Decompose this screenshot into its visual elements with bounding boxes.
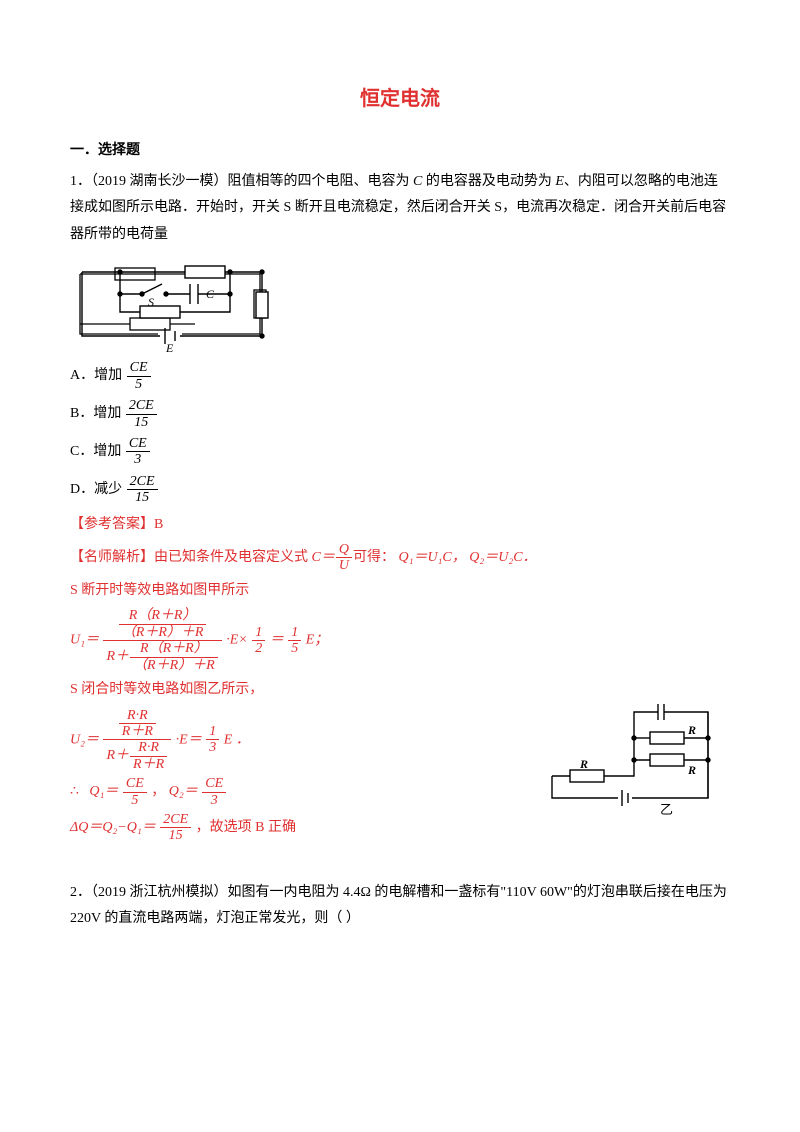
u2-lhs: U₂＝ <box>70 732 99 747</box>
q2v-frac: CE3 <box>202 776 226 808</box>
answer-label: 【参考答案】 <box>70 517 154 532</box>
label-r1: R <box>579 757 588 771</box>
u1-bigfrac: R（R＋R）（R＋R）＋R R＋R（R＋R）（R＋R）＋R <box>103 608 221 673</box>
frac-q-u: QU <box>336 542 352 574</box>
eq-c-eq: C＝ <box>312 550 335 565</box>
u1-res: 15 <box>288 625 301 657</box>
label-s: S <box>148 295 154 309</box>
delta-lhs: ΔQ＝Q₂−Q₁＝ <box>70 820 156 835</box>
q1v-lhs: Q₁＝ <box>89 784 118 799</box>
q1-text-b: 的电容器及电动势为 <box>426 174 552 189</box>
q1-open-note: S 断开时等效电路如图甲所示 <box>70 578 730 605</box>
label-c: C <box>206 287 215 301</box>
u2-res: 13 <box>206 724 219 756</box>
page-title: 恒定电流 <box>70 80 730 118</box>
variable-c: C <box>413 174 422 189</box>
choice-a-label: A．增加 <box>70 368 122 383</box>
u1-lhs: U₁＝ <box>70 633 99 648</box>
choice-c-frac: CE3 <box>126 436 150 468</box>
eq-q2: Q₂＝U₂C． <box>469 550 536 565</box>
q2-stem: 2．（2019 浙江杭州模拟）如图有一内电阻为 4.4Ω 的电解槽和一盏标有"1… <box>70 880 730 933</box>
u1-trail: E； <box>306 633 329 648</box>
answer-value: B <box>154 517 163 532</box>
q2-text-a: 如图有一内电阻为 4.4Ω 的电解槽和一盏标有"110V <box>228 885 537 900</box>
variable-e: E <box>555 174 564 189</box>
label-e: E <box>165 341 174 354</box>
eq-q1: Q₁＝U₁C， <box>398 550 465 565</box>
u1-mid: ·E× <box>226 633 248 648</box>
analysis-label: 【名师解析】 <box>70 550 154 565</box>
choice-b-frac: 2CE15 <box>126 398 157 430</box>
q1-prefix: 1． <box>70 174 91 189</box>
therefore-symbol: ∴ <box>70 784 79 799</box>
choice-b-label: B．增加 <box>70 406 121 421</box>
delta-tail: ，故选项 B 正确 <box>196 820 296 835</box>
u1-half: 12 <box>252 625 265 657</box>
analysis-1b: 可得： <box>353 550 395 565</box>
q2-prefix: 2． <box>70 885 91 900</box>
q1-choice-a: A．增加 CE5 <box>70 360 730 392</box>
choice-c-label: C．增加 <box>70 444 121 459</box>
q1-circuit-diagram: S C E <box>70 254 730 354</box>
q1-choice-d: D．减少 2CE15 <box>70 474 730 506</box>
circuit2-caption: 乙 <box>660 802 673 817</box>
delta-frac: 2CE15 <box>160 812 191 844</box>
q1-choice-c: C．增加 CE3 <box>70 436 730 468</box>
choice-d-frac: 2CE15 <box>127 474 158 506</box>
q1v-frac: CE5 <box>123 776 147 808</box>
q1-text-a: 阻值相等的四个电阻、电容为 <box>228 174 410 189</box>
u2-mid: ·E＝ <box>176 732 202 747</box>
u2-trail: E ． <box>224 732 250 747</box>
u2-bigfrac: R·RR＋R R＋R·RR＋R <box>103 708 171 773</box>
choice-d-label: D．减少 <box>70 482 122 497</box>
analysis-1a: 由已知条件及电容定义式 <box>154 550 308 565</box>
q1-answer: 【参考答案】B <box>70 512 730 539</box>
label-r2: R <box>687 723 696 737</box>
q2v-lhs: Q₂＝ <box>169 784 198 799</box>
q1-choice-b: B．增加 2CE15 <box>70 398 730 430</box>
label-r3: R <box>687 763 696 777</box>
q2-paren: ） <box>342 911 360 926</box>
section-heading: 一．选择题 <box>70 136 730 163</box>
q1-stem: 1．（2019 湖南长沙一模）阻值相等的四个电阻、电容为 C 的电容器及电动势为… <box>70 169 730 249</box>
q1-analysis-line1: 【名师解析】由已知条件及电容定义式 C＝QU可得： Q₁＝U₁C， Q₂＝U₂C… <box>70 542 730 574</box>
u1-eq: ＝ <box>270 633 284 648</box>
q1-u1-equation: U₁＝ R（R＋R）（R＋R）＋R R＋R（R＋R）（R＋R）＋R ·E× 12… <box>70 608 730 673</box>
q1v-sep: ， <box>151 784 165 799</box>
q2-source: （2019 浙江杭州模拟） <box>91 885 228 900</box>
q1-source: （2019 湖南长沙一模） <box>91 174 228 189</box>
q1-circuit2: R R R 乙 <box>540 698 720 829</box>
choice-a-frac: CE5 <box>127 360 151 392</box>
